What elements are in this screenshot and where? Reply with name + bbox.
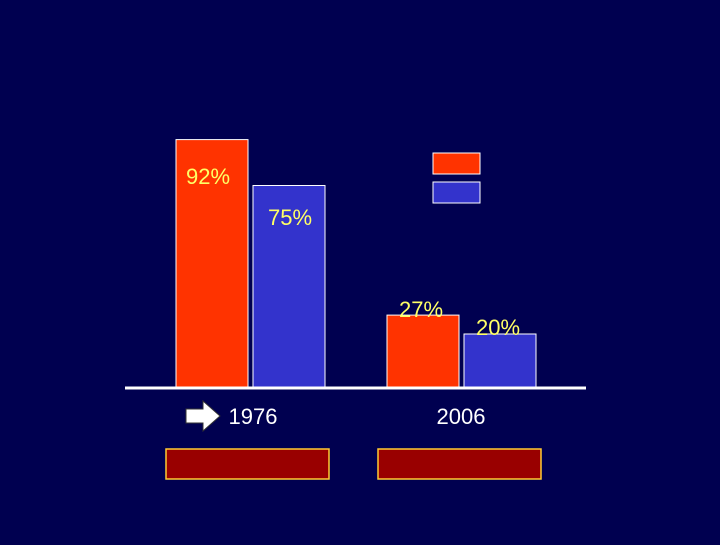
caption-box-1976 [165, 448, 330, 480]
caption-box-2006 [377, 448, 542, 480]
value-label-2006-s1: 27% [399, 297, 443, 322]
tick-label-2006: 2006 [437, 404, 486, 429]
value-label-1976-s2: 75% [268, 205, 312, 230]
legend-swatch-1 [432, 152, 481, 175]
bar-1976-s1 [175, 139, 249, 389]
tick-label-1976: 1976 [229, 404, 278, 429]
bar-1976-s2 [252, 185, 326, 389]
caption-box-group [165, 448, 542, 480]
arrow-right-icon [185, 399, 221, 433]
value-label-group: 92% 75% 27% 20% [186, 164, 520, 340]
legend [432, 152, 481, 204]
bar-2006-s1 [386, 314, 460, 389]
bar-group [175, 139, 537, 389]
value-label-2006-s2: 20% [476, 315, 520, 340]
legend-swatch-2 [432, 181, 481, 204]
value-label-1976-s1: 92% [186, 164, 230, 189]
bar-2006-s2 [463, 333, 537, 389]
tick-label-group: 1976 2006 [229, 404, 486, 429]
